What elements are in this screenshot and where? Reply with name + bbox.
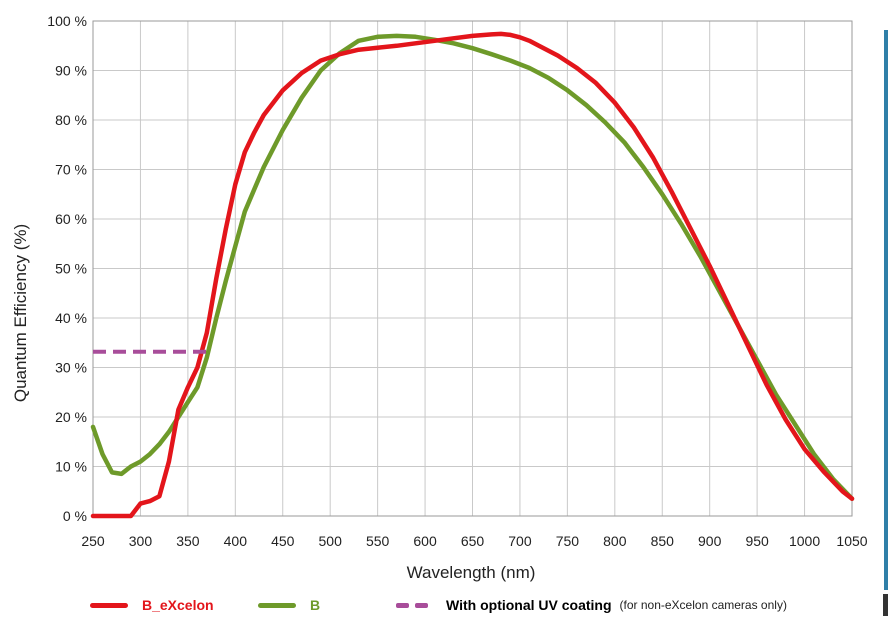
chart-legend: B_eXcelon B With optional UV coating (fo… (90, 597, 880, 619)
legend-label-b-excelon: B_eXcelon (142, 597, 214, 613)
x-tick-label: 900 (698, 533, 722, 549)
x-tick-label: 850 (651, 533, 675, 549)
legend-item-b: B (258, 597, 320, 613)
y-tick-label: 0 % (63, 508, 87, 524)
legend-label-b: B (310, 597, 321, 613)
y-tick-label: 80 % (55, 112, 87, 128)
legend-swatch-b-excelon (90, 602, 128, 608)
chart-series (90, 31, 855, 519)
y-tick-label: 40 % (55, 310, 87, 326)
series-line-b-excelon (90, 31, 855, 519)
x-tick-label: 600 (413, 533, 437, 549)
x-tick-label: 400 (224, 533, 248, 549)
x-tick-label: 750 (556, 533, 580, 549)
x-tick-label: 350 (176, 533, 200, 549)
y-axis-ticks: 0 % 10 % 20 % 30 % 40 % 50 % 60 % 70 % 80 % 90 % 1… (47, 13, 87, 524)
legend-item-uv-coating: With optional UV coating (for non-eXcelo… (396, 597, 787, 613)
y-tick-label: 50 % (55, 261, 87, 277)
x-tick-label: 450 (271, 533, 295, 549)
x-tick-label: 650 (461, 533, 485, 549)
page-corner-mark (883, 594, 888, 616)
x-tick-label: 250 (81, 533, 105, 549)
y-tick-label: 30 % (55, 360, 87, 376)
x-tick-label: 500 (319, 533, 343, 549)
x-tick-label: 1000 (789, 533, 820, 549)
plot-frame (92, 20, 853, 517)
y-tick-label: 10 % (55, 459, 87, 475)
legend-swatch-uv-dash-1 (396, 602, 409, 608)
legend-label-uv-coating: With optional UV coating (446, 597, 612, 613)
x-tick-label: 1050 (836, 533, 867, 549)
legend-swatch-b (258, 602, 296, 608)
y-tick-label: 90 % (55, 63, 87, 79)
x-tick-label: 950 (745, 533, 769, 549)
x-axis-title: Wavelength (nm) (407, 563, 536, 582)
x-tick-label: 800 (603, 533, 627, 549)
x-tick-label: 550 (366, 533, 390, 549)
page-edge-strip (884, 30, 888, 590)
y-tick-label: 20 % (55, 409, 87, 425)
legend-item-b-excelon: B_eXcelon (90, 597, 214, 613)
x-tick-label: 700 (508, 533, 532, 549)
legend-note-uv-coating: (for non-eXcelon cameras only) (619, 598, 787, 612)
legend-swatch-uv-dash-2 (415, 602, 428, 608)
x-tick-label: 300 (129, 533, 153, 549)
y-tick-label: 100 % (47, 13, 87, 29)
y-tick-label: 70 % (55, 162, 87, 178)
y-tick-label: 60 % (55, 211, 87, 227)
chart-grid (92, 20, 853, 517)
series-line-b (90, 33, 855, 501)
x-axis-ticks: 250 300 350 400 450 500 550 600 650 700 750 800 850 9… (81, 533, 867, 549)
y-axis-title: Quantum Efficiency (%) (11, 224, 30, 402)
